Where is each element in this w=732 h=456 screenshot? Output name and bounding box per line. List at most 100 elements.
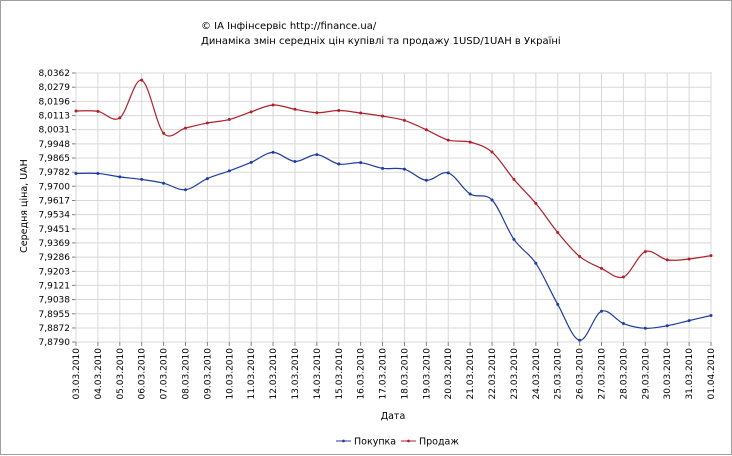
- y-tick-labels: 8,0362 8,0279 8,0196 8,0113 8,0031 7,9948 7,98…: [39, 69, 71, 348]
- series-point-1: [424, 128, 428, 132]
- series-point-0: [162, 181, 166, 185]
- series-layer: [74, 78, 713, 342]
- series-point-1: [249, 110, 253, 114]
- series-point-1: [359, 111, 363, 115]
- series-point-1: [96, 109, 100, 113]
- series-point-1: [665, 258, 669, 262]
- x-tick-label: 30.03.2010: [663, 348, 673, 400]
- x-tick-label: 03.03.2010: [72, 348, 82, 400]
- series-point-1: [162, 131, 166, 135]
- series-point-0: [227, 169, 231, 173]
- series-point-0: [293, 159, 297, 163]
- series-line-1: [75, 79, 712, 279]
- series-point-1: [381, 114, 385, 118]
- series-point-1: [227, 118, 231, 122]
- legend-label-buy: Покупка: [354, 437, 396, 448]
- series-point-0: [402, 167, 406, 171]
- chart-title-line2: Динаміка змін середніх цін купівлі та пр…: [201, 35, 561, 47]
- series-point-1: [74, 109, 78, 113]
- series-point-1: [402, 118, 406, 122]
- series-point-0: [315, 153, 319, 157]
- series-point-0: [446, 171, 450, 175]
- y-tick-label: 7,9369: [39, 239, 71, 249]
- series-point-1: [293, 107, 297, 111]
- series-point-0: [687, 319, 691, 323]
- series-point-0: [74, 171, 78, 175]
- x-tick-label: 21.03.2010: [466, 348, 476, 400]
- x-tick-label: 15.03.2010: [335, 348, 345, 400]
- x-tick-label: 29.03.2010: [641, 348, 651, 400]
- series-line-0: [75, 151, 712, 341]
- x-tick-label: 22.03.2010: [488, 348, 498, 400]
- series-point-1: [512, 177, 516, 181]
- chart-title-line1: © ІА Інфінсервіс http://finance.ua/: [201, 20, 377, 32]
- x-tick-label: 18.03.2010: [400, 348, 410, 400]
- x-tick-label: 17.03.2010: [379, 348, 389, 400]
- x-tick-label: 10.03.2010: [225, 348, 235, 400]
- series-point-0: [600, 309, 604, 313]
- x-tick-label: 06.03.2010: [138, 348, 148, 400]
- series-point-1: [578, 254, 582, 258]
- x-tick-label: 01.04.2010: [707, 348, 717, 400]
- series-point-0: [534, 261, 538, 265]
- series-point-0: [621, 322, 625, 326]
- y-tick-label: 8,0279: [39, 83, 71, 93]
- series-point-1: [709, 254, 713, 258]
- y-tick-label: 8,0362: [39, 69, 71, 79]
- y-tick-label: 7,9617: [39, 196, 71, 206]
- y-tick-label: 7,9948: [39, 140, 71, 150]
- series-point-1: [271, 103, 275, 107]
- series-point-0: [643, 326, 647, 330]
- x-tick-label: 05.03.2010: [116, 348, 126, 400]
- series-point-0: [578, 338, 582, 342]
- series-point-1: [183, 126, 187, 130]
- series-point-0: [381, 166, 385, 170]
- x-tick-label: 25.03.2010: [554, 348, 564, 400]
- x-tick-label: 24.03.2010: [532, 348, 542, 400]
- series-point-1: [140, 78, 144, 82]
- plot-area: [75, 72, 712, 343]
- x-tick-label: 27.03.2010: [598, 348, 608, 400]
- legend: Покупка Продаж: [336, 437, 459, 448]
- y-tick-label: 7,9700: [39, 182, 71, 192]
- series-point-0: [140, 177, 144, 181]
- series-point-0: [249, 160, 253, 164]
- y-tick-label: 7,8955: [39, 310, 71, 320]
- series-point-1: [118, 116, 122, 120]
- x-tick-label: 08.03.2010: [181, 348, 191, 400]
- series-point-0: [556, 302, 560, 306]
- series-point-1: [600, 266, 604, 270]
- series-point-0: [512, 237, 516, 241]
- series-point-1: [687, 257, 691, 261]
- legend-marker-sell: [407, 439, 410, 443]
- series-point-0: [183, 188, 187, 192]
- y-tick-label: 8,0031: [39, 126, 71, 136]
- series-point-1: [643, 250, 647, 254]
- y-tick-label: 7,9286: [39, 253, 71, 263]
- y-tick-label: 7,9038: [39, 296, 71, 306]
- series-point-1: [315, 111, 319, 115]
- x-tick-label: 19.03.2010: [422, 348, 432, 400]
- y-tick-label: 7,9451: [39, 225, 71, 235]
- x-tick-label: 14.03.2010: [313, 348, 323, 400]
- x-tick-label: 12.03.2010: [269, 348, 279, 400]
- x-tick-label: 16.03.2010: [357, 348, 367, 400]
- series-point-1: [621, 275, 625, 279]
- series-point-1: [205, 121, 209, 125]
- y-axis-title: Середня ціна, UAH: [19, 159, 30, 253]
- series-point-0: [468, 192, 472, 196]
- y-tick-label: 8,0196: [39, 97, 71, 107]
- series-point-1: [556, 230, 560, 234]
- y-tick-label: 8,0113: [39, 112, 71, 122]
- y-tick-label: 7,9121: [39, 281, 71, 291]
- series-point-0: [96, 171, 100, 175]
- series-point-0: [337, 162, 341, 166]
- series-point-1: [534, 201, 538, 205]
- series-point-0: [205, 177, 209, 181]
- y-tick-label: 7,9203: [39, 267, 71, 277]
- series-point-0: [118, 175, 122, 179]
- x-tick-labels: 03.03.2010 04.03.2010 05.03.2010 06.03.2010…: [72, 348, 717, 400]
- legend-label-sell: Продаж: [419, 437, 459, 448]
